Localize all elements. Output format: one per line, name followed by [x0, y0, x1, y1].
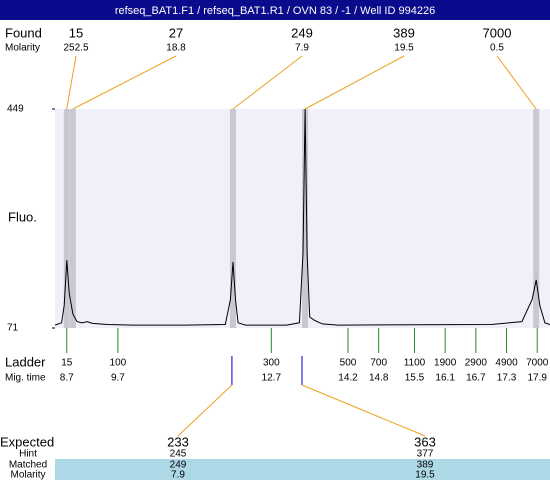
ladder-size: 7000: [526, 358, 549, 369]
found-size: 249: [291, 25, 313, 40]
expected-connector: [177, 384, 233, 437]
ladder-time: 12.7: [262, 373, 282, 384]
fluo-label: Fluo.: [8, 209, 37, 224]
hint-label: Hint: [19, 449, 37, 460]
peak-band: [229, 109, 236, 328]
molarity-label: Molarity: [5, 43, 40, 54]
ladder-time: 9.7: [111, 373, 125, 384]
peak-band: [63, 109, 70, 328]
trace: [54, 108, 550, 326]
title-bar: [0, 0, 550, 20]
ladder-time: 15.5: [405, 373, 425, 384]
ladder-time: 14.2: [338, 373, 358, 384]
ladder-size: 500: [340, 358, 357, 369]
ladder-time: 8.7: [60, 373, 74, 384]
ladder-time: 17.3: [497, 373, 517, 384]
found-connector: [72, 55, 177, 110]
found-label: Found: [5, 25, 42, 40]
expected-molarity: 7.9: [171, 470, 185, 480]
found-molarity: 0.5: [490, 43, 504, 54]
ladder-label: Ladder: [5, 354, 46, 369]
ladder-size: 4900: [495, 358, 518, 369]
found-size: 389: [393, 25, 415, 40]
expected-size: 233: [167, 434, 189, 449]
expected-label: Expected: [0, 434, 54, 449]
found-size: 27: [169, 25, 183, 40]
expected-matched: 249: [170, 460, 187, 471]
ladder-size: 1100: [404, 358, 426, 369]
found-molarity: 252.5: [63, 43, 88, 54]
found-molarity: 18.8: [166, 43, 186, 54]
peak-band: [302, 109, 309, 328]
ladder-time: 16.7: [466, 373, 486, 384]
ladder-size: 700: [370, 358, 387, 369]
found-connector: [496, 55, 537, 110]
found-connector: [232, 55, 303, 110]
mig-time-label: Mig. time: [5, 373, 46, 384]
expected-matched: 389: [417, 460, 434, 471]
y-tick-label: 71: [7, 323, 19, 334]
expected-hint: 245: [170, 449, 187, 460]
found-connector: [66, 55, 77, 110]
found-connector: [304, 55, 405, 110]
matched-label: Matched: [9, 460, 47, 471]
ladder-size: 100: [110, 358, 127, 369]
ladder-time: 14.8: [369, 373, 389, 384]
expected-molarity: 19.5: [415, 470, 435, 480]
ladder-size: 2900: [465, 358, 488, 369]
found-molarity: 7.9: [295, 43, 309, 54]
found-size: 7000: [483, 25, 512, 40]
matched-band: [55, 459, 550, 480]
title: refseq_BAT1.F1 / refseq_BAT1.R1 / OVN 83…: [115, 5, 435, 17]
y-tick-label: 449: [7, 104, 24, 115]
ladder-size: 300: [263, 358, 280, 369]
peak-band: [533, 109, 540, 328]
peak-band: [69, 109, 76, 328]
expected-size: 363: [414, 434, 436, 449]
ladder-time: 17.9: [527, 373, 547, 384]
ladder-size: 15: [61, 358, 73, 369]
ladder-time: 16.1: [435, 373, 455, 384]
expected-hint: 377: [417, 449, 434, 460]
expected-connector: [301, 384, 426, 437]
molarity-label: Molarity: [10, 470, 45, 480]
found-size: 15: [69, 25, 83, 40]
found-molarity: 19.5: [394, 43, 414, 54]
ladder-size: 1900: [434, 358, 457, 369]
